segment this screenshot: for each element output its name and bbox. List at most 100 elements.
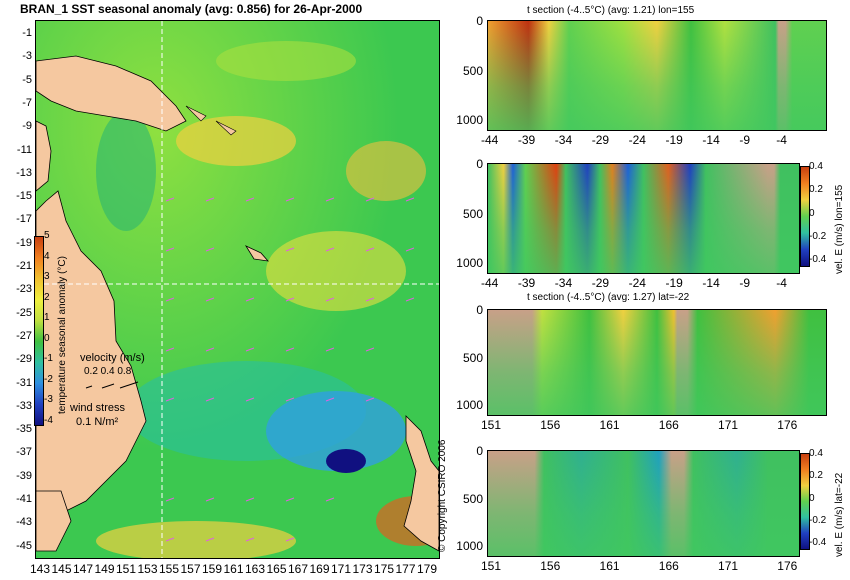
depth-shading — [488, 21, 826, 130]
sst-colorbar-tick: 3 — [44, 271, 50, 282]
map-title: BRAN_1 SST seasonal anomaly (avg: 0.856)… — [20, 2, 363, 16]
lon-tick-label: 169 — [309, 562, 330, 576]
sst-colorbar-tick: 5 — [44, 230, 50, 241]
lon-tick-label: 149 — [94, 562, 115, 576]
lon-tick-label: 177 — [395, 562, 416, 576]
sst-colorbar-tick: 4 — [44, 250, 50, 262]
lon-tick-label: 175 — [374, 562, 395, 576]
sst-colorbar-label: temperature seasonal anomaly (°C) — [57, 256, 68, 414]
lat-tick-label: -23 — [16, 283, 32, 296]
lat-tick-label: -15 — [16, 190, 32, 203]
lat-tick-label: -1 — [22, 27, 32, 39]
depth-tick-label: 0 — [476, 303, 483, 317]
panel-title: t section (-4..5°C) (avg: 1.27) lat=-22 — [527, 292, 690, 303]
velocity-colorbar — [800, 453, 810, 550]
depth-tick-label: 1000 — [456, 256, 483, 270]
sst-colorbar-tick: -1 — [44, 353, 53, 364]
section-plot — [487, 20, 827, 131]
section-x-tick-label: -39 — [517, 133, 536, 147]
section-x-tick-label: -9 — [739, 276, 750, 290]
velocity-colorbar-tick: 0.2 — [809, 470, 823, 482]
section-x-tick-label: -4 — [776, 133, 787, 147]
section-x-tick-label: 171 — [718, 418, 739, 432]
section-x-tick-label: 166 — [658, 418, 679, 432]
section-x-tick-label: 161 — [599, 559, 620, 573]
lon-tick-label: 171 — [331, 562, 352, 576]
sst-colorbar-tick: 1 — [44, 312, 50, 323]
lat-tick-label: -33 — [16, 399, 32, 412]
sst-colorbar-tick: -2 — [44, 373, 53, 385]
wind-stress-scale: 0.1 N/m² — [76, 416, 119, 428]
sst-colorbar-tick: -3 — [44, 394, 53, 405]
panel-title: t section (-4..5°C) (avg: 1.21) lon=155 — [527, 5, 695, 16]
section-x-tick-label: 161 — [599, 418, 620, 432]
section-x-tick-label: -44 — [481, 133, 499, 147]
lat-tick-label: -13 — [16, 166, 32, 179]
section-plot — [487, 163, 800, 274]
velocity-side-label: vel. E (m/s) lon=155 — [834, 184, 845, 274]
velocity-colorbar-tick: 0.4 — [809, 448, 823, 459]
velocity-colorbar-tick: 0 — [809, 207, 815, 219]
lat-tick-label: -21 — [16, 260, 32, 272]
section-x-tick-label: 156 — [540, 559, 561, 573]
section-x-tick-label: -29 — [591, 133, 610, 147]
depth-tick-label: 500 — [462, 350, 483, 365]
depth-shading — [488, 310, 826, 415]
lat-tick-label: -7 — [22, 96, 32, 109]
depth-shading — [488, 164, 799, 273]
velocity-colorbar-tick: -0.4 — [809, 537, 827, 548]
section-x-tick-label: -24 — [628, 276, 646, 290]
section-x-tick-label: -34 — [554, 276, 573, 290]
velocity-colorbar-tick: -0.4 — [809, 254, 827, 265]
section-x-tick-label: -14 — [702, 276, 720, 290]
lat-tick-label: -5 — [22, 73, 32, 86]
lon-tick-label: 157 — [180, 562, 201, 576]
section-x-tick-label: 151 — [481, 559, 502, 573]
section-plot — [487, 450, 800, 557]
sst-colorbar-tick: 0 — [44, 332, 50, 344]
lat-tick-label: -45 — [16, 539, 32, 552]
lat-tick-label: -29 — [16, 353, 32, 366]
velocity-colorbar-tick: 0.4 — [809, 161, 823, 172]
section-plot — [487, 309, 827, 416]
lat-tick-label: -11 — [16, 143, 32, 156]
lat-tick-label: -43 — [16, 516, 32, 529]
velocity-colorbar-tick: -0.2 — [809, 514, 827, 526]
lon-tick-label: 151 — [116, 562, 137, 576]
velocity-colorbar-tick: 0.2 — [809, 184, 823, 196]
lat-tick-label: -39 — [16, 469, 32, 482]
section-x-tick-label: -9 — [739, 133, 750, 147]
section-x-tick-label: 166 — [658, 559, 679, 573]
section-x-tick-label: -34 — [554, 133, 573, 147]
lon-tick-label: 147 — [73, 562, 94, 576]
section-x-tick-label: 176 — [777, 418, 798, 432]
lat-tick-label: -17 — [16, 213, 32, 226]
lat-tick-label: -35 — [16, 423, 32, 436]
lon-tick-label: 145 — [51, 562, 72, 576]
copyright: © Copyright CSIRO 2006 — [437, 439, 448, 552]
velocity-arrows-icon — [85, 381, 139, 389]
depth-shading — [488, 451, 799, 556]
lat-tick-label: -9 — [22, 120, 32, 133]
velocity-colorbar-tick: -0.2 — [809, 230, 827, 242]
section-x-tick-label: -19 — [665, 133, 683, 147]
sst-map-image — [36, 21, 439, 558]
velocity-colorbar-tick: 0 — [809, 492, 815, 504]
lat-tick-label: -37 — [16, 446, 32, 459]
lat-tick-label: -31 — [16, 376, 32, 389]
section-x-tick-label: -29 — [591, 276, 610, 290]
section-x-tick-label: -44 — [481, 276, 499, 290]
section-x-tick-label: -19 — [665, 276, 683, 290]
depth-tick-label: 500 — [462, 206, 483, 221]
depth-tick-label: 1000 — [456, 398, 483, 412]
section-x-tick-label: -4 — [776, 276, 787, 290]
section-x-tick-label: -14 — [702, 133, 720, 147]
section-x-tick-label: 176 — [777, 559, 798, 573]
velocity-colorbar — [800, 166, 810, 267]
lon-tick-label: 165 — [266, 562, 287, 576]
section-x-tick-label: 156 — [540, 418, 561, 432]
lon-tick-label: 159 — [202, 562, 223, 576]
depth-tick-label: 1000 — [456, 539, 483, 553]
depth-tick-label: 500 — [462, 491, 483, 506]
lon-tick-label: 167 — [288, 562, 309, 576]
